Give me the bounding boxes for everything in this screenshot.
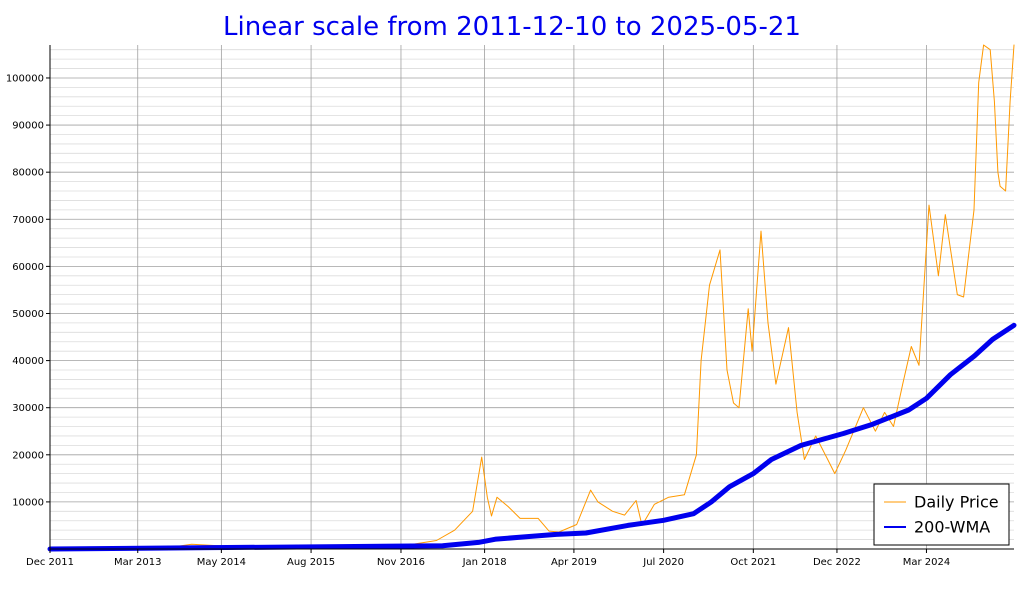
- series-layer: [47, 44, 1017, 552]
- x-tick-label: Mar 2013: [114, 557, 162, 568]
- x-tick-label: Dec 2022: [813, 557, 861, 568]
- y-tick-label: 20000: [12, 450, 44, 461]
- x-tick-label: Aug 2015: [287, 557, 335, 568]
- y-tick-label: 40000: [12, 356, 44, 367]
- legend-label: Daily Price: [914, 493, 999, 512]
- x-tick-label: Dec 2011: [26, 557, 74, 568]
- y-tick-label: 70000: [12, 215, 44, 226]
- y-tick-label: 100000: [6, 73, 44, 84]
- chart-title: Linear scale from 2011-12-10 to 2025-05-…: [223, 12, 801, 42]
- y-tick-label: 10000: [12, 497, 44, 508]
- x-tick-label: Jan 2018: [462, 557, 507, 568]
- axes: 10000 20000 30000 40000 50000 60000 70000 80000…: [6, 45, 1014, 568]
- x-tick-label: Oct 2021: [730, 557, 776, 568]
- y-tick-label: 60000: [12, 262, 44, 273]
- x-tick-label: Mar 2024: [903, 557, 951, 568]
- y-tick-label: 30000: [12, 403, 44, 414]
- x-tick-label: Nov 2016: [377, 557, 425, 568]
- x-tick-label: Apr 2019: [551, 557, 597, 568]
- series-line-200-wma: [47, 322, 1017, 552]
- legend-box: [873, 483, 1010, 546]
- legend-label: 200-WMA: [914, 518, 990, 537]
- y-tick-label: 80000: [12, 168, 44, 179]
- series-line-daily-price: [49, 44, 1015, 550]
- grid: [50, 45, 1014, 549]
- y-tick-label: 50000: [12, 309, 44, 320]
- x-tick-label: May 2014: [197, 557, 246, 568]
- legend: Daily Price 200-WMA: [873, 483, 1010, 546]
- y-tick-label: 90000: [12, 121, 44, 132]
- x-tick-label: Jul 2020: [642, 557, 684, 568]
